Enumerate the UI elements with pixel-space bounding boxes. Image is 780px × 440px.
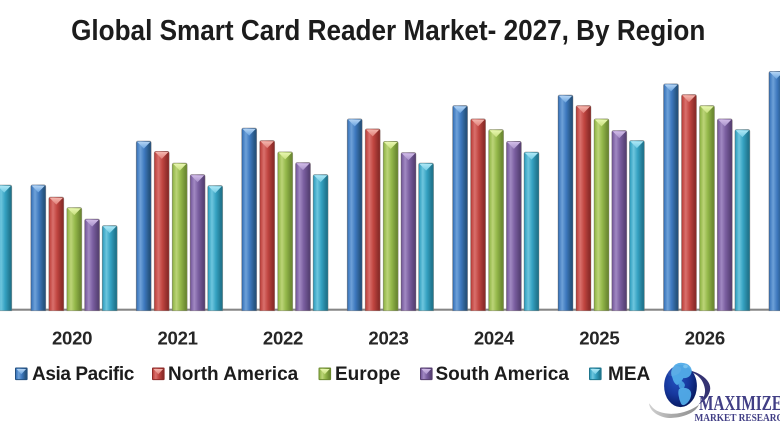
svg-text:Global Smart Card Reader Marke: Global Smart Card Reader Market- 2027, B… bbox=[71, 14, 705, 46]
svg-text:MAXIMIZE: MAXIMIZE bbox=[699, 391, 780, 415]
svg-text:MARKET RESEARCH: MARKET RESEARCH bbox=[695, 413, 780, 424]
svg-text:2020: 2020 bbox=[52, 328, 92, 349]
svg-text:2024: 2024 bbox=[474, 328, 515, 349]
svg-text:Asia Pacific: Asia Pacific bbox=[32, 364, 135, 385]
svg-text:2021: 2021 bbox=[158, 328, 198, 349]
svg-text:2025: 2025 bbox=[579, 328, 619, 349]
svg-text:2026: 2026 bbox=[685, 328, 725, 349]
svg-text:2022: 2022 bbox=[263, 328, 303, 349]
svg-text:South America: South America bbox=[436, 364, 570, 385]
svg-text:Europe: Europe bbox=[335, 364, 400, 385]
svg-text:2023: 2023 bbox=[368, 328, 408, 349]
svg-text:North America: North America bbox=[168, 364, 299, 385]
svg-text:MEA: MEA bbox=[608, 364, 651, 385]
